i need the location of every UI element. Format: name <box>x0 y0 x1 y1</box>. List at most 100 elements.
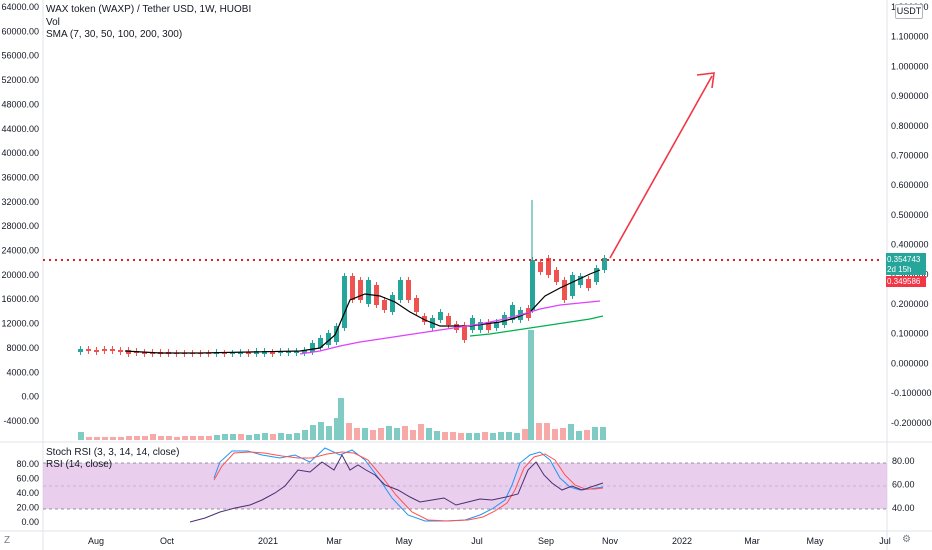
candle-body <box>310 343 315 352</box>
candle-body <box>502 315 507 325</box>
rsi-left-axis-label: 60.00 <box>16 474 39 484</box>
rsi-right-axis-label: 40.00 <box>892 503 915 513</box>
candle-body <box>246 352 251 354</box>
volume-bar <box>338 398 344 440</box>
target-arrow[interactable] <box>609 75 713 259</box>
volume-bar <box>434 431 440 440</box>
volume-bar <box>270 434 276 440</box>
volume-bar <box>158 436 164 440</box>
volume-bar <box>206 436 212 440</box>
volume-bar <box>102 437 108 440</box>
volume-bar <box>386 426 392 440</box>
last-price-badge: 0.354743 <box>887 255 921 264</box>
time-axis-label: Oct <box>160 536 175 546</box>
candle-body <box>390 295 395 312</box>
candle-body <box>494 322 499 328</box>
left-axis-label: 48000.00 <box>1 99 39 109</box>
volume-bar <box>150 434 156 440</box>
candle-body <box>102 349 107 351</box>
time-axis-label: 2021 <box>258 536 278 546</box>
last-price-badge-bg <box>886 253 926 275</box>
right-axis-label: 0.100000 <box>891 329 929 339</box>
time-axis-label: Aug <box>88 536 104 546</box>
volume-bar <box>334 418 340 440</box>
volume-bar <box>426 428 432 440</box>
candle-body <box>470 318 475 330</box>
volume-bar <box>568 424 574 440</box>
volume-bar <box>552 429 558 440</box>
candle-body <box>206 353 211 354</box>
candle-body <box>438 312 443 320</box>
volume-bar <box>214 435 220 440</box>
sma-black-line <box>124 269 601 354</box>
right-axis-label: 0.900000 <box>891 91 929 101</box>
right-axis-label: 0.200000 <box>891 299 929 309</box>
left-axis-label: -4000.00 <box>3 416 39 426</box>
candle-body <box>538 262 543 272</box>
z-icon[interactable]: Z <box>4 535 11 546</box>
left-axis-label: 24000.00 <box>1 246 39 256</box>
volume-bar <box>560 428 566 440</box>
stoch-k-line <box>213 447 604 522</box>
volume-bar <box>310 425 316 440</box>
candle-body <box>326 333 331 345</box>
volume-bar <box>262 433 268 440</box>
candle-body <box>446 316 451 325</box>
volume-bar <box>410 430 416 440</box>
candle-body <box>230 353 235 354</box>
candle-body <box>342 276 347 328</box>
time-axis-label: Sep <box>538 536 554 546</box>
currency-button[interactable]: USDT <box>895 4 923 19</box>
right-axis-label: 0.400000 <box>891 240 929 250</box>
volume-bar <box>286 434 292 440</box>
candle-body <box>238 352 243 354</box>
volume-bar <box>490 433 496 440</box>
left-axis-label: 36000.00 <box>1 172 39 182</box>
volume-bar <box>482 432 488 440</box>
volume-bar <box>142 436 148 440</box>
candle-body <box>358 280 363 300</box>
volume-bar <box>326 426 332 440</box>
symbol-title: WAX token (WAXP) / Tether USD, 1W, HUOBI <box>46 4 252 15</box>
volume-bar <box>522 429 528 440</box>
right-axis-label: 0.800000 <box>891 121 929 131</box>
candle-body <box>94 350 99 352</box>
candle-body <box>254 351 259 354</box>
volume-bar <box>362 428 368 440</box>
candle-body <box>554 270 559 282</box>
right-axis-label: 0.700000 <box>891 151 929 161</box>
left-axis-label: 16000.00 <box>1 294 39 304</box>
volume-bar <box>134 436 140 440</box>
candle-body <box>478 322 483 330</box>
candle-body <box>302 350 307 353</box>
left-axis-label: 8000.00 <box>6 343 39 353</box>
volume-bar <box>118 437 124 440</box>
volume-bar <box>498 432 504 440</box>
volume-bar <box>346 423 352 440</box>
candle-body <box>318 338 323 348</box>
volume-bar <box>442 432 448 440</box>
candle-body <box>382 300 387 310</box>
candle-body <box>110 349 115 351</box>
candle-body <box>462 325 467 340</box>
left-axis-label: 28000.00 <box>1 221 39 231</box>
volume-bar <box>278 433 284 440</box>
marked-price-badge: 0.349586 <box>887 277 921 286</box>
candle-body <box>414 298 419 312</box>
gear-icon[interactable]: ⚙ <box>902 534 911 545</box>
candle-body <box>602 258 607 270</box>
time-axis-label: May <box>395 536 413 546</box>
candle-body <box>86 349 91 351</box>
volume-bar <box>576 431 582 440</box>
volume-bar <box>254 434 260 440</box>
volume-bar <box>394 428 400 440</box>
volume-bar <box>458 433 464 440</box>
volume-bar <box>78 432 84 440</box>
volume-bar <box>166 436 172 440</box>
volume-bar <box>302 430 308 440</box>
volume-legend: Vol <box>46 17 60 28</box>
candle-body <box>578 276 583 285</box>
volume-bar <box>450 432 456 440</box>
candle-body <box>570 275 575 296</box>
